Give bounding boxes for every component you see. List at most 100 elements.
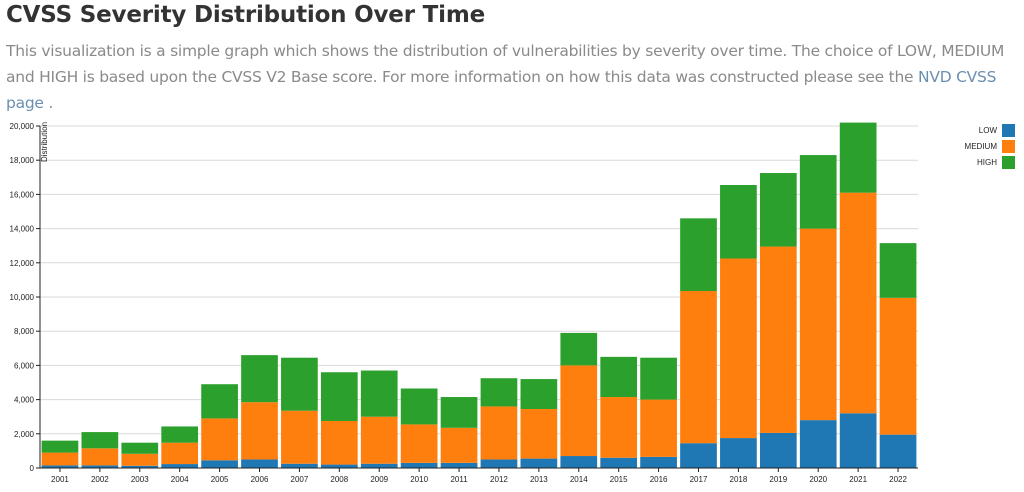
bar-high-2016[interactable] (640, 357, 677, 400)
bar-high-2022[interactable] (879, 243, 917, 298)
bar-low-2013[interactable] (520, 458, 558, 468)
bar-medium-2017[interactable] (680, 291, 717, 444)
bar-high-2003[interactable] (121, 442, 159, 454)
bar-high-2014[interactable] (560, 332, 598, 366)
bar-low-2007[interactable] (281, 463, 318, 468)
bar-high-2006[interactable] (241, 355, 278, 403)
legend-swatch-low (1002, 124, 1015, 137)
bar-low-2016[interactable] (640, 456, 677, 468)
x-tick-label: 2019 (769, 475, 787, 484)
bar-medium-2008[interactable] (320, 420, 358, 465)
bar-high-2017[interactable] (680, 218, 717, 292)
bar-high-2019[interactable] (759, 173, 797, 247)
description-end: . (48, 94, 54, 112)
bar-low-2012[interactable] (480, 459, 518, 468)
x-tick-label: 2021 (849, 475, 867, 484)
bar-medium-2003[interactable] (121, 453, 159, 466)
bar-medium-2020[interactable] (799, 228, 837, 421)
bar-low-2002[interactable] (81, 465, 119, 468)
x-tick-label: 2011 (450, 475, 468, 484)
x-tick-label: 2017 (690, 475, 708, 484)
bar-medium-2015[interactable] (600, 397, 638, 458)
legend-swatch-medium (1002, 140, 1015, 153)
page-description: This visualization is a simple graph whi… (6, 38, 1016, 116)
bar-high-2015[interactable] (600, 356, 638, 398)
y-axis-label: Distribution (40, 122, 49, 162)
bar-high-2002[interactable] (81, 432, 119, 449)
bar-medium-2002[interactable] (81, 448, 119, 466)
x-tick-label: 2003 (131, 475, 149, 484)
y-tick-label: 12,000 (10, 259, 35, 268)
bar-medium-2019[interactable] (759, 246, 797, 433)
bar-low-2009[interactable] (360, 463, 398, 468)
bar-medium-2007[interactable] (281, 410, 318, 464)
bar-high-2021[interactable] (839, 122, 877, 193)
bar-low-2005[interactable] (201, 460, 238, 468)
bar-medium-2021[interactable] (839, 192, 877, 414)
description-text: This visualization is a simple graph whi… (6, 42, 1005, 86)
y-tick-label: 18,000 (10, 156, 35, 165)
x-tick-label: 2008 (330, 475, 348, 484)
x-tick-label: 2006 (251, 475, 269, 484)
stacked-bars (41, 122, 917, 468)
bar-low-2022[interactable] (879, 434, 917, 468)
bar-high-2010[interactable] (400, 388, 438, 425)
bar-high-2005[interactable] (201, 384, 238, 419)
bar-high-2004[interactable] (161, 426, 199, 443)
bar-low-2018[interactable] (720, 438, 757, 468)
bar-high-2009[interactable] (360, 370, 398, 417)
bar-low-2006[interactable] (241, 459, 278, 468)
y-tick-label: 8,000 (14, 327, 35, 336)
bar-medium-2013[interactable] (520, 409, 558, 459)
bar-medium-2009[interactable] (360, 416, 398, 464)
bar-low-2021[interactable] (839, 413, 877, 468)
legend-label-medium: MEDIUM (965, 142, 998, 151)
x-tick-label: 2004 (171, 475, 189, 484)
bar-high-2012[interactable] (480, 378, 518, 407)
bar-low-2001[interactable] (41, 465, 79, 468)
x-tick-label: 2005 (211, 475, 229, 484)
bar-low-2008[interactable] (320, 464, 358, 468)
x-tick-label: 2018 (730, 475, 748, 484)
bar-medium-2006[interactable] (241, 402, 278, 460)
bar-low-2010[interactable] (400, 462, 438, 468)
y-tick-label: 16,000 (10, 190, 35, 199)
bar-medium-2012[interactable] (480, 406, 518, 460)
bar-low-2003[interactable] (121, 465, 159, 468)
bar-high-2001[interactable] (41, 440, 79, 453)
bar-medium-2016[interactable] (640, 399, 677, 457)
y-tick-label: 14,000 (10, 225, 35, 234)
bar-low-2019[interactable] (759, 432, 797, 468)
bar-medium-2018[interactable] (720, 258, 757, 439)
nvd-cvss-link[interactable]: NVD CVSS page (6, 68, 997, 112)
x-tick-label: 2001 (51, 475, 69, 484)
bar-medium-2010[interactable] (400, 424, 438, 463)
y-tick-label: 0 (30, 464, 35, 473)
bar-low-2017[interactable] (680, 443, 717, 468)
bar-high-2011[interactable] (440, 397, 478, 428)
bar-medium-2014[interactable] (560, 365, 598, 457)
bar-low-2011[interactable] (440, 462, 478, 468)
bar-medium-2004[interactable] (161, 442, 199, 465)
x-tick-label: 2016 (650, 475, 668, 484)
bar-medium-2005[interactable] (201, 418, 238, 461)
bar-low-2014[interactable] (560, 456, 598, 468)
bar-medium-2011[interactable] (440, 427, 478, 463)
bar-low-2020[interactable] (799, 420, 837, 468)
x-tick-label: 2013 (530, 475, 548, 484)
bar-low-2015[interactable] (600, 457, 638, 468)
bar-high-2008[interactable] (320, 372, 358, 421)
bar-low-2004[interactable] (161, 464, 199, 468)
bar-medium-2001[interactable] (41, 452, 79, 466)
bar-high-2020[interactable] (799, 155, 837, 229)
bar-high-2013[interactable] (520, 379, 558, 410)
legend-label-high: HIGH (977, 158, 997, 167)
legend-swatch-high (1002, 156, 1015, 169)
bar-medium-2022[interactable] (879, 297, 917, 435)
x-tick-label: 2015 (610, 475, 628, 484)
bar-high-2007[interactable] (281, 357, 318, 411)
x-tick-label: 2020 (809, 475, 827, 484)
y-tick-label: 2,000 (14, 430, 35, 439)
bar-high-2018[interactable] (720, 184, 757, 259)
